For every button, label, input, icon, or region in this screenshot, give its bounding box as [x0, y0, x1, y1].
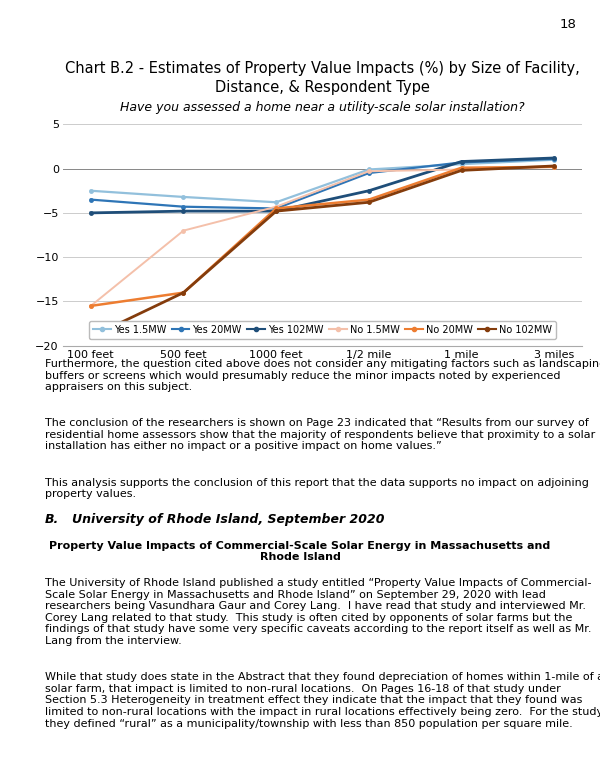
- No 1.5MW: [272, 202, 280, 211]
- Line: No 102MW: No 102MW: [88, 163, 557, 340]
- No 1.5MW: [180, 226, 187, 235]
- No 20MW: [365, 195, 373, 204]
- Yes 102MW: [551, 153, 558, 162]
- Text: B.: B.: [45, 513, 59, 526]
- No 102MW: [458, 166, 465, 175]
- Yes 102MW: [458, 157, 465, 166]
- Yes 1.5MW: [87, 186, 94, 195]
- No 102MW: [180, 288, 187, 298]
- No 1.5MW: [87, 301, 94, 311]
- Yes 1.5MW: [272, 197, 280, 207]
- No 20MW: [87, 301, 94, 311]
- Text: 18: 18: [559, 18, 576, 31]
- Text: Chart B.2 - Estimates of Property Value Impacts (%) by Size of Facility,: Chart B.2 - Estimates of Property Value …: [65, 61, 580, 76]
- Text: The University of Rhode Island published a study entitled “Property Value Impact: The University of Rhode Island published…: [45, 578, 592, 646]
- No 102MW: [365, 197, 373, 207]
- Yes 1.5MW: [458, 159, 465, 169]
- Text: While that study does state in the Abstract that they found depreciation of home: While that study does state in the Abstr…: [45, 672, 600, 729]
- Yes 20MW: [458, 158, 465, 167]
- No 20MW: [458, 163, 465, 172]
- Text: Furthermore, the question cited above does not consider any mitigating factors s: Furthermore, the question cited above do…: [45, 359, 600, 392]
- Yes 102MW: [87, 208, 94, 218]
- Text: Property Value Impacts of Commercial-Scale Solar Energy in Massachusetts and
Rho: Property Value Impacts of Commercial-Sca…: [49, 541, 551, 563]
- Text: University of Rhode Island, September 2020: University of Rhode Island, September 20…: [72, 513, 385, 526]
- Line: No 1.5MW: No 1.5MW: [88, 165, 557, 308]
- No 102MW: [272, 207, 280, 216]
- Yes 20MW: [272, 204, 280, 213]
- Yes 102MW: [180, 207, 187, 216]
- Yes 1.5MW: [365, 165, 373, 174]
- Line: No 20MW: No 20MW: [88, 165, 557, 308]
- Yes 20MW: [87, 195, 94, 204]
- Text: Distance, & Respondent Type: Distance, & Respondent Type: [215, 80, 430, 96]
- No 20MW: [272, 204, 280, 213]
- Line: Yes 1.5MW: Yes 1.5MW: [88, 157, 557, 204]
- Line: Yes 20MW: Yes 20MW: [88, 156, 557, 211]
- No 1.5MW: [365, 166, 373, 176]
- Yes 1.5MW: [551, 155, 558, 165]
- Yes 20MW: [180, 202, 187, 211]
- Text: The conclusion of the researchers is shown on Page 23 indicated that “Results fr: The conclusion of the researchers is sho…: [45, 418, 595, 451]
- No 102MW: [551, 162, 558, 171]
- Yes 102MW: [272, 207, 280, 216]
- Text: This analysis supports the conclusion of this report that the data supports no i: This analysis supports the conclusion of…: [45, 478, 589, 500]
- Yes 1.5MW: [180, 192, 187, 201]
- Text: Have you assessed a home near a utility-scale solar installation?: Have you assessed a home near a utility-…: [120, 101, 525, 113]
- Legend: Yes 1.5MW, Yes 20MW, Yes 102MW, No 1.5MW, No 20MW, No 102MW: Yes 1.5MW, Yes 20MW, Yes 102MW, No 1.5MW…: [89, 321, 556, 339]
- Yes 20MW: [551, 154, 558, 163]
- No 20MW: [180, 288, 187, 298]
- No 1.5MW: [458, 165, 465, 174]
- Line: Yes 102MW: Yes 102MW: [88, 155, 557, 215]
- No 20MW: [551, 162, 558, 172]
- No 1.5MW: [551, 162, 558, 172]
- No 102MW: [87, 333, 94, 342]
- Yes 102MW: [365, 186, 373, 195]
- Yes 20MW: [365, 169, 373, 178]
